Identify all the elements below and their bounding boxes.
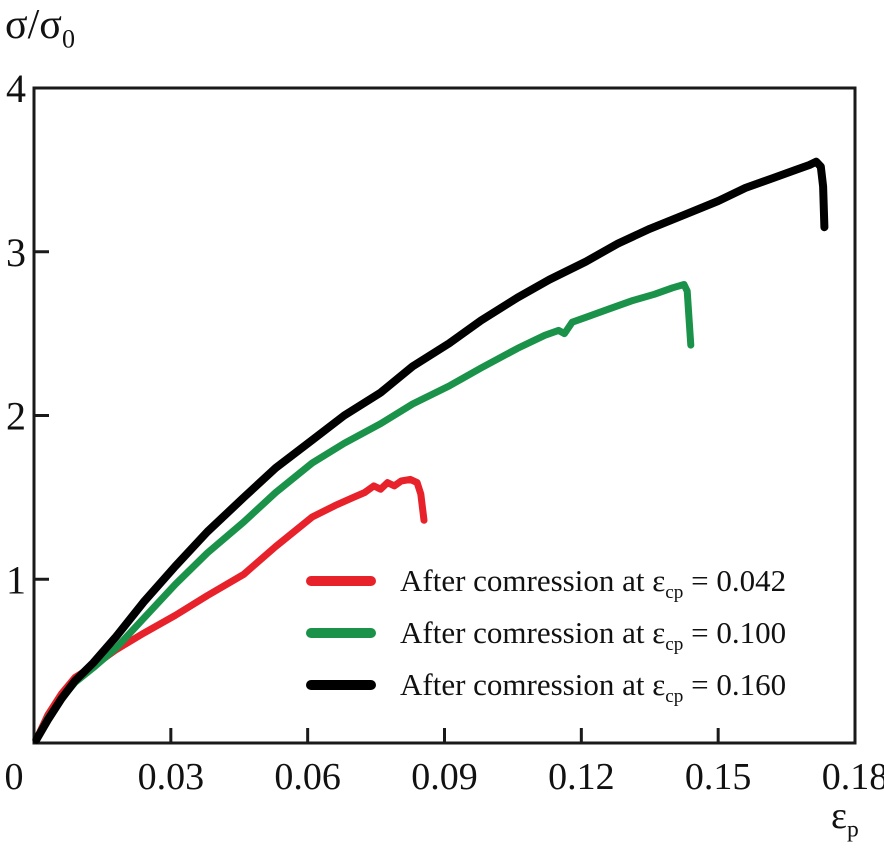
svg-text:0.06: 0.06 [274, 756, 341, 798]
y-axis-title-sub: 0 [61, 24, 75, 54]
legend-label-sub: cp [665, 634, 684, 656]
legend-label: After comression at εcp = 0.100 [400, 615, 787, 654]
legend-label-value: = 0.100 [683, 615, 787, 650]
legend: After comression at εcp = 0.042 After co… [306, 562, 786, 718]
legend-item: After comression at εcp = 0.042 [306, 562, 787, 602]
legend-label: After comression at εcp = 0.042 [400, 563, 787, 602]
svg-text:1: 1 [6, 557, 26, 602]
legend-label-sub: cp [665, 582, 684, 604]
y-axis-title: σ/σ0 [5, 2, 75, 52]
legend-label-value: = 0.042 [683, 563, 787, 598]
svg-text:3: 3 [6, 230, 26, 275]
legend-swatch [306, 628, 376, 638]
legend-label: After comression at εcp = 0.160 [400, 667, 787, 706]
legend-label-text: After comression at ε [400, 615, 666, 650]
x-axis-title-base: ε [831, 795, 847, 837]
legend-label-text: After comression at ε [400, 667, 666, 702]
legend-label-text: After comression at ε [400, 563, 666, 598]
x-axis-title-sub: p [846, 816, 859, 843]
legend-label-value: = 0.160 [683, 667, 787, 702]
svg-text:2: 2 [6, 394, 26, 439]
legend-swatch [306, 680, 376, 690]
svg-text:0.12: 0.12 [548, 756, 615, 798]
legend-item: After comression at εcp = 0.100 [306, 614, 787, 654]
x-axis-title: εp [831, 795, 859, 841]
legend-item: After comression at εcp = 0.160 [306, 666, 787, 706]
svg-text:0.03: 0.03 [138, 756, 205, 798]
svg-text:0.15: 0.15 [685, 756, 752, 798]
svg-text:0.18: 0.18 [822, 756, 884, 798]
svg-text:4: 4 [6, 66, 26, 111]
svg-text:0: 0 [5, 756, 24, 798]
legend-label-sub: cp [665, 686, 684, 708]
legend-swatch [306, 576, 376, 586]
y-axis-title-base: σ/σ [5, 2, 62, 48]
svg-text:0.09: 0.09 [411, 756, 478, 798]
